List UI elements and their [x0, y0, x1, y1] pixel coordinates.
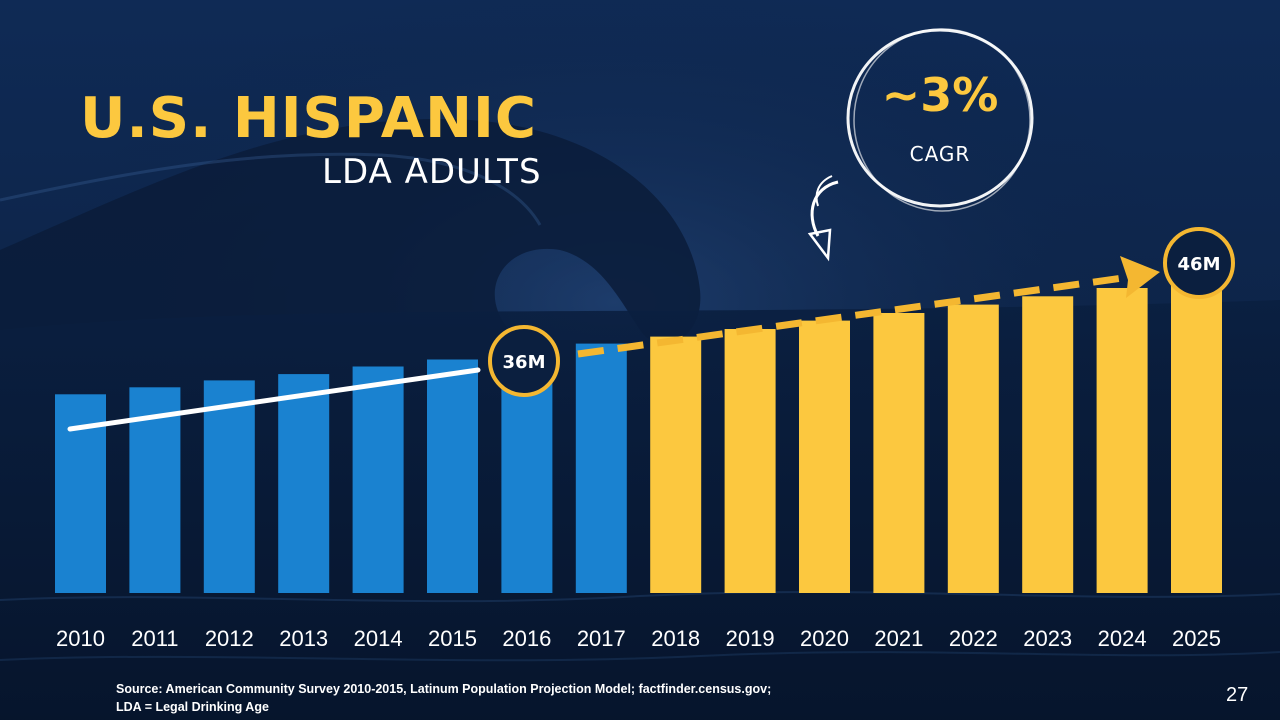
bar-2015: [427, 359, 478, 593]
x-tick-label-2022: 2022: [949, 626, 998, 651]
x-tick-label-2019: 2019: [726, 626, 775, 651]
bar-2017: [575, 343, 627, 593]
slide-subtitle: LDA ADULTS: [322, 152, 542, 192]
x-tick-label-2012: 2012: [205, 626, 254, 651]
bar-2020: [799, 320, 850, 593]
bar-2012: [203, 380, 255, 593]
x-tick-label-2017: 2017: [577, 626, 626, 651]
bar-2018: [650, 336, 702, 593]
x-tick-label-2013: 2013: [279, 626, 328, 651]
bar-2023: [1022, 296, 1074, 593]
page-number: 27: [1226, 684, 1249, 706]
historical-trend-line: [67, 367, 481, 432]
circle-outline-icon: [846, 28, 1034, 212]
callout-46m: 46M: [1163, 227, 1235, 299]
x-tick-label-2014: 2014: [354, 626, 403, 651]
curved-arrow-icon: [807, 175, 839, 262]
source-line-1: Source: American Community Survey 2010-2…: [116, 682, 772, 696]
x-tick-label-2016: 2016: [502, 626, 551, 651]
dashed-arrow-icon: [577, 256, 1160, 358]
bar-2013: [278, 374, 330, 593]
slide-title: U.S. HISPANIC: [80, 86, 537, 151]
bar-2022: [947, 304, 999, 593]
bar-2021: [873, 313, 925, 593]
cagr-value: ~3%: [881, 68, 999, 122]
source-note: Source: American Community Survey 2010-2…: [116, 680, 771, 716]
bar-2024: [1096, 288, 1148, 593]
x-tick-label-2010: 2010: [56, 626, 105, 651]
x-tick-label-2023: 2023: [1023, 626, 1072, 651]
source-line-2: LDA = Legal Drinking Age: [116, 700, 269, 714]
bars-group: [55, 278, 1222, 593]
x-tick-label-2025: 2025: [1172, 626, 1221, 651]
bar-2019: [724, 329, 776, 593]
x-axis-tick-labels: 2010 2011 2012 2013 2014 2015 2016 2017 2018 2019…: [56, 626, 1221, 651]
end-value-label: 46M: [1178, 254, 1221, 275]
x-tick-label-2011: 2011: [131, 626, 178, 651]
x-tick-label-2020: 2020: [800, 626, 849, 651]
x-tick-label-2024: 2024: [1098, 626, 1147, 651]
callout-36m: 36M: [488, 325, 560, 397]
cagr-label: CAGR: [909, 142, 971, 166]
start-value-label: 36M: [503, 352, 546, 373]
x-tick-label-2021: 2021: [874, 626, 923, 651]
bar-2025: [1171, 278, 1222, 593]
x-tick-label-2018: 2018: [651, 626, 700, 651]
bar-2014: [352, 366, 404, 593]
x-tick-label-2015: 2015: [428, 626, 477, 651]
